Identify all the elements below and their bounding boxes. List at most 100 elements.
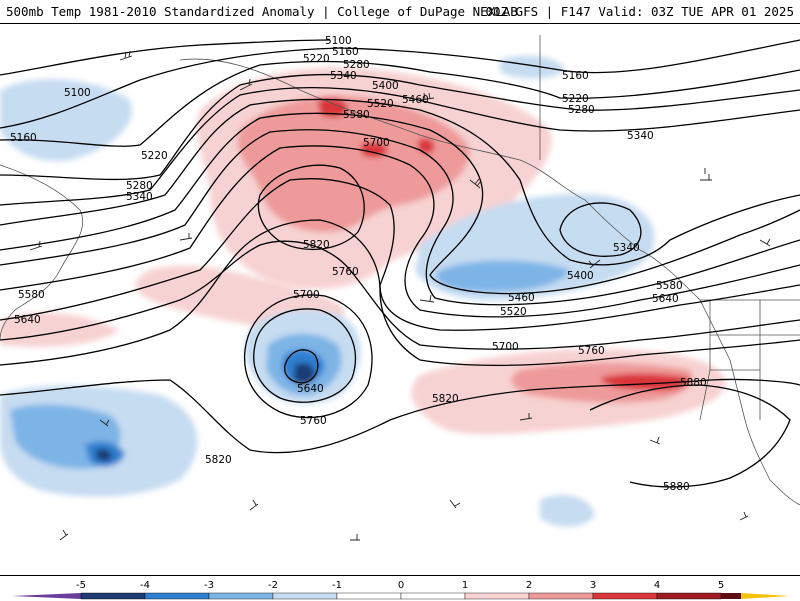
colorbar-segment: [144, 592, 210, 600]
siberia-coastline: [0, 164, 84, 341]
colorbar-tick-label: 1: [462, 580, 468, 591]
wind-barb: [179, 233, 193, 241]
contour-label: 5160: [332, 46, 359, 58]
negative-anomaly-south-small: [540, 495, 595, 527]
contour-5220: [0, 60, 800, 147]
contour-label: 5280: [568, 104, 595, 116]
contour-label: 5460: [402, 94, 429, 106]
contour-label: 5580: [656, 280, 683, 292]
colorbar-ticks: -5 -4 -3 -2 -1 0 1 2 3 4 5: [76, 580, 724, 591]
wind-barb: [469, 178, 482, 189]
colorbar-tick-label: -5: [76, 580, 86, 591]
negative-anomaly-west-core: [96, 448, 112, 462]
wind-barb: [519, 413, 533, 421]
contour-5760-low: [243, 294, 373, 419]
colorbar-tick-label: -4: [140, 580, 150, 591]
positive-anomaly-south-core: [511, 362, 693, 403]
contour-5400: [0, 98, 800, 266]
contour-5580: [0, 145, 800, 318]
contour-label: 5760: [332, 266, 359, 278]
colorbar-high-extend: [741, 593, 790, 599]
contour-label: 5880: [663, 481, 690, 493]
map-header: 500mb Temp 1981-2010 Standardized Anomal…: [0, 0, 800, 24]
positive-anomaly-max-3: [418, 138, 435, 154]
map-title: 500mb Temp 1981-2010 Standardized Anomal…: [6, 4, 518, 19]
contour-label: 5100: [64, 87, 91, 99]
wind-barb: [759, 238, 771, 247]
colorbar-tick-label: 5: [718, 580, 724, 591]
colorbar-segment: [336, 592, 402, 600]
weather-map: 5100 5160 5220 5280 5340 5400 5460 5520 …: [0, 24, 800, 575]
wind-barb: [119, 50, 133, 61]
contour-5700-loop: [253, 308, 357, 403]
contour-5640: [0, 178, 800, 331]
contour-label: 5340: [126, 191, 153, 203]
colorbar-segments: [12, 592, 790, 600]
contour-label: 5160: [562, 70, 589, 82]
contour-label: 5760: [300, 415, 327, 427]
contour-5460: [0, 112, 800, 295]
wind-barb: [419, 92, 435, 101]
contour-5820: [0, 378, 800, 454]
contour-label: 5640: [14, 314, 41, 326]
contour-5760: [0, 219, 800, 367]
contour-label: 5280: [126, 180, 153, 192]
contour-label: 5400: [567, 270, 594, 282]
contour-labels: 5100 5160 5220 5280 5340 5400 5460 5520 …: [10, 35, 707, 493]
contour-label: 5220: [303, 53, 330, 65]
colorbar-segment: [208, 592, 274, 600]
contour-label: 5700: [492, 341, 519, 353]
colorbar-segment: [400, 592, 466, 600]
contour-5520: [0, 129, 800, 306]
contour-label: 5760: [578, 345, 605, 357]
colorbar-canvas: -5 -4 -3 -2 -1 0 1 2 3 4 5: [12, 580, 790, 600]
contour-label: 5640: [297, 383, 324, 395]
contour-label: 5220: [562, 93, 589, 105]
colorbar-tick-label: -3: [204, 580, 214, 591]
contour-5820-upper: [257, 164, 365, 251]
contour-label: 5520: [367, 98, 394, 110]
contour-label: 5580: [343, 109, 370, 121]
colorbar-tick-label: -1: [332, 580, 342, 591]
contour-5640-loop: [284, 349, 319, 384]
wind-barbs: [29, 50, 771, 541]
wind-barb: [588, 259, 601, 269]
contour-label: 5400: [372, 80, 399, 92]
contour-label: 5340: [613, 242, 640, 254]
wind-barb: [99, 419, 110, 427]
wind-barb: [59, 529, 69, 541]
colorbar-segment: [592, 592, 658, 600]
contour-label: 5580: [18, 289, 45, 301]
colorbar-tick-label: 2: [526, 580, 532, 591]
wind-barb: [649, 436, 661, 445]
colorbar-tick-label: 3: [590, 580, 596, 591]
contour-label: 5340: [627, 130, 654, 142]
anomaly-colorbar: -5 -4 -3 -2 -1 0 1 2 3 4 5: [0, 575, 800, 600]
colorbar-segment: [721, 593, 741, 599]
contour-5160: [0, 39, 800, 129]
contour-5340-loop: [559, 202, 642, 257]
contour-label: 5160: [10, 132, 37, 144]
negative-anomaly-north: [500, 55, 565, 79]
colorbar-segment: [528, 592, 594, 600]
contour-5700: [0, 240, 800, 350]
wind-barb: [419, 294, 435, 303]
colorbar-segment: [80, 592, 146, 600]
colorbar-tick-label: -2: [268, 580, 278, 591]
contour-label: 5220: [141, 150, 168, 162]
colorbar-tick-label: 4: [654, 580, 660, 591]
contour-label: 5100: [325, 35, 352, 47]
contour-label: 5820: [205, 454, 232, 466]
contour-5880: [589, 384, 791, 488]
wind-barb: [239, 78, 253, 91]
contour-5280: [0, 73, 800, 181]
contour-label: 5880: [680, 377, 707, 389]
positive-anomaly-west: [0, 312, 120, 347]
colorbar-segment: [656, 592, 722, 600]
colorbar-segment: [464, 592, 530, 600]
negative-anomaly-trough-2: [436, 260, 570, 292]
contour-label: 5700: [363, 137, 390, 149]
wind-barb: [249, 499, 259, 511]
contour-label: 5280: [343, 59, 370, 71]
wind-barb: [739, 511, 749, 521]
